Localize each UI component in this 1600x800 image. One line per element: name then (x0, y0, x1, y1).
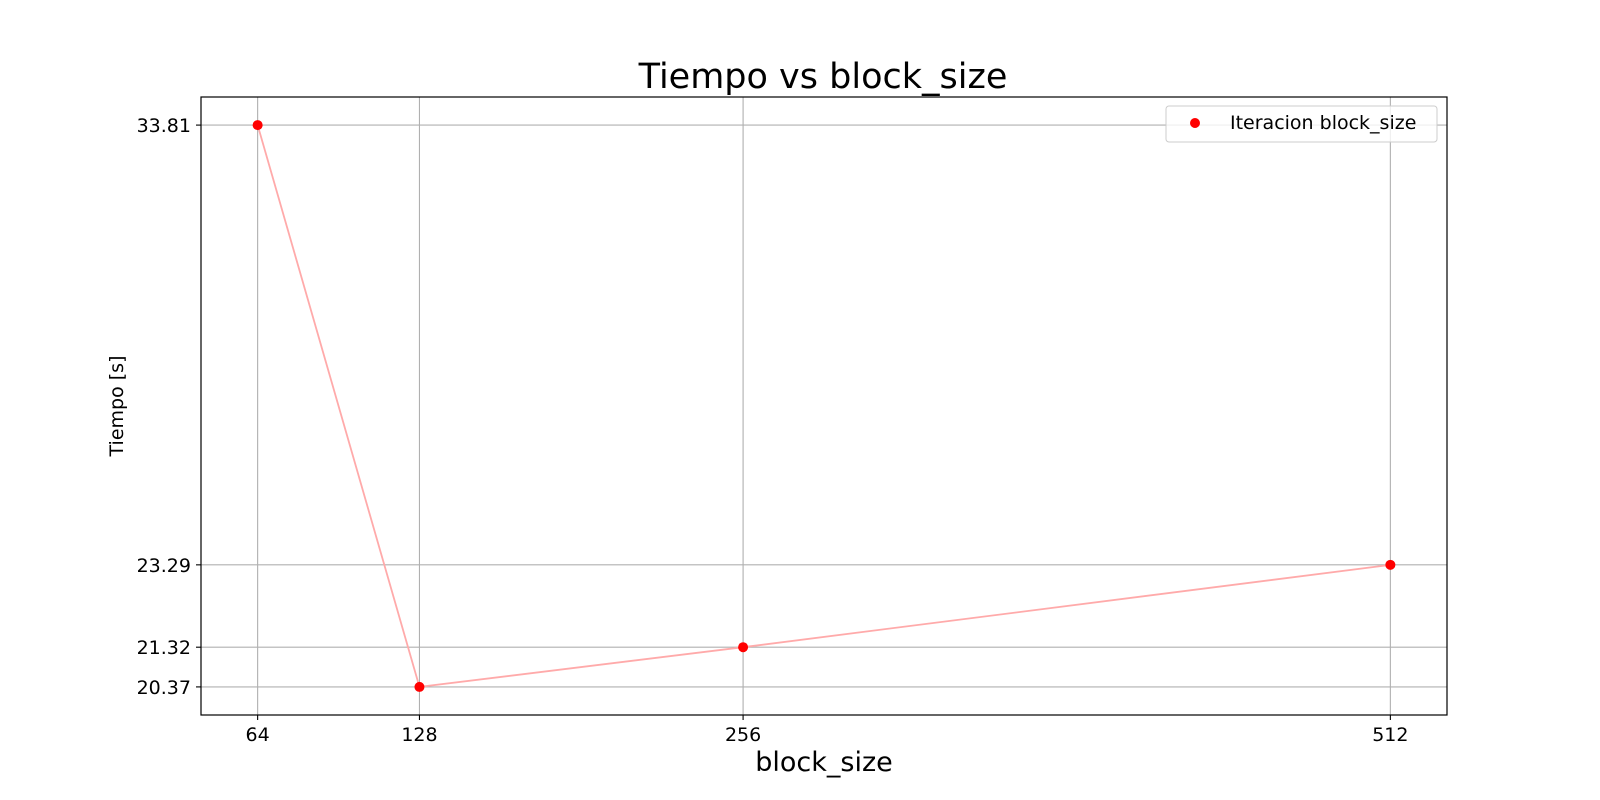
series-line (256, 124, 1391, 688)
y-axis-label: Tiempo [s] (106, 356, 128, 458)
y-tick-label: 33.81 (137, 115, 191, 137)
x-tick-label: 64 (246, 724, 270, 746)
series-markers (252, 120, 1396, 692)
legend-box (1165, 105, 1438, 143)
data-point (1385, 559, 1396, 570)
x-tick-label: 256 (725, 724, 761, 746)
x-axis-ticks: 64 128 256 512 (246, 715, 1408, 746)
grid (201, 97, 1447, 715)
x-tick-label: 512 (1372, 724, 1408, 746)
y-axis-ticks: 20.37 21.32 23.29 33.81 (137, 115, 201, 699)
data-point (252, 120, 263, 131)
plot-area-frame (200, 96, 1448, 716)
y-tick-label: 23.29 (137, 555, 191, 577)
data-point (414, 681, 425, 692)
x-axis-label: block_size (755, 747, 893, 778)
chart-title: Tiempo vs block_size (638, 57, 1008, 97)
y-tick-label: 20.37 (137, 677, 191, 699)
data-point (738, 642, 749, 653)
series-line-path (256, 124, 1391, 688)
legend-label: Iteracion block_size (1230, 112, 1416, 134)
legend: Iteracion block_size (1165, 105, 1438, 143)
legend-marker (1190, 118, 1200, 128)
x-tick-label: 128 (401, 724, 437, 746)
y-tick-label: 21.32 (137, 637, 191, 659)
